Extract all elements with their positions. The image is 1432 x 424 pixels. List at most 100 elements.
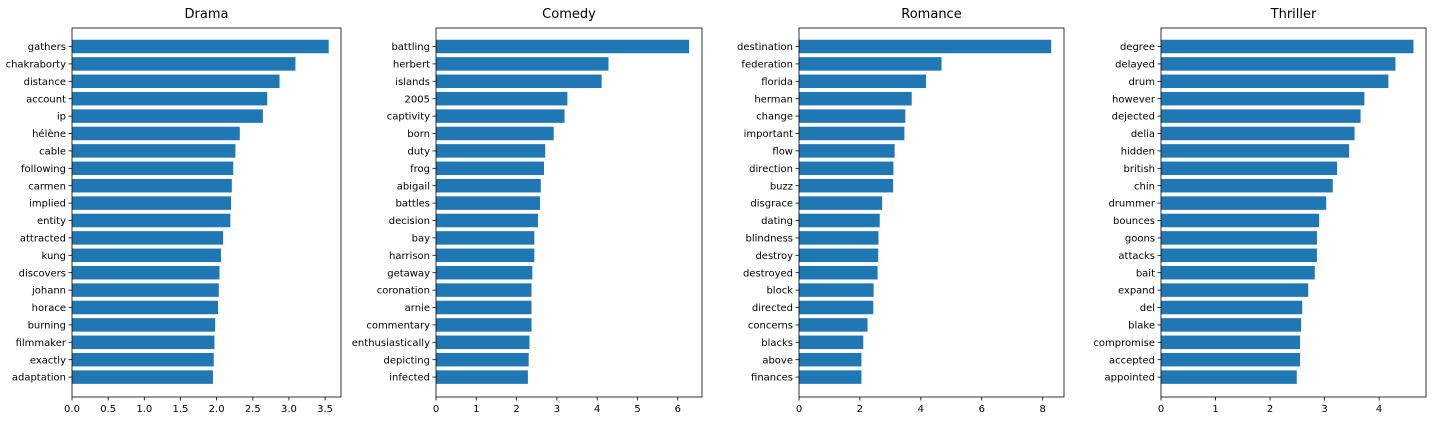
bar: [1161, 300, 1303, 315]
bar: [1161, 231, 1317, 245]
x-tick-label: 6: [675, 404, 681, 415]
y-tick-label: chin: [1134, 181, 1155, 192]
bar: [799, 109, 906, 123]
x-tick-label: 3: [554, 404, 560, 415]
x-tick-label: 3: [1321, 404, 1327, 415]
y-tick-label: attacks: [1118, 251, 1155, 262]
bar: [72, 196, 232, 210]
bar: [436, 335, 530, 350]
y-tick-label: filmmaker: [16, 338, 67, 349]
bar: [72, 265, 220, 280]
bar: [799, 39, 1052, 54]
bar: [436, 283, 532, 297]
y-tick-label: burning: [28, 321, 66, 332]
y-tick-label: appointed: [1105, 373, 1155, 384]
bar: [1161, 283, 1309, 297]
x-tick-label: 1.0: [136, 404, 152, 415]
y-tick-label: blacks: [761, 338, 793, 349]
x-tick-label: 0.0: [64, 404, 80, 415]
bar: [1161, 74, 1389, 89]
bar: [436, 57, 609, 71]
y-tick-label: exactly: [30, 355, 66, 366]
y-tick-label: islands: [395, 77, 430, 88]
y-tick-label: johann: [31, 286, 66, 297]
y-tick-label: delia: [1131, 129, 1155, 140]
y-tick-label: destination: [737, 42, 793, 53]
y-tick-label: drum: [1128, 77, 1155, 88]
bar: [1161, 265, 1315, 280]
chart-panel-thriller: Thriller degree delayed drum however dejected…: [1093, 7, 1427, 415]
bar: [1161, 91, 1365, 106]
bar: [436, 161, 545, 176]
y-tick-label: direction: [749, 164, 793, 175]
x-tick-label: 2.5: [245, 404, 261, 415]
y-tick-label: however: [1112, 94, 1156, 105]
y-tick-label: kung: [41, 251, 66, 262]
y-tick-label: entity: [37, 216, 66, 227]
y-tick-label: finances: [751, 373, 793, 384]
y-tick-label: duty: [407, 147, 430, 158]
y-tick-label: dating: [761, 216, 793, 227]
bar: [799, 265, 878, 280]
x-tick-label: 2: [1267, 404, 1273, 415]
y-tick-label: battling: [391, 42, 430, 53]
x-tick-label: 0: [796, 404, 802, 415]
y-tick-label: destroyed: [743, 268, 793, 279]
bar: [799, 196, 883, 210]
axes-frame: [1160, 27, 1427, 398]
bar: [436, 178, 541, 193]
bar: [1161, 248, 1317, 263]
bar: [436, 265, 533, 280]
chart-panel-romance: Romance destination federation florida herma…: [737, 7, 1065, 415]
bar: [1161, 196, 1327, 210]
bar: [72, 178, 232, 193]
y-tick-label: blake: [1128, 321, 1155, 332]
bar: [436, 144, 546, 158]
axes-frame: [798, 27, 1065, 398]
y-tick-label: enthusiastically: [352, 338, 430, 349]
y-tick-label: bay: [412, 234, 430, 245]
axes-frame: [435, 27, 703, 398]
chart-title: Comedy: [542, 7, 596, 22]
x-tick-label: 2.0: [209, 404, 225, 415]
x-tick-label: 6: [979, 404, 985, 415]
y-tick-label: account: [26, 94, 66, 105]
bar: [72, 213, 231, 228]
y-tick-label: distance: [24, 77, 66, 88]
x-tick-label: 1.5: [173, 404, 189, 415]
bar: [72, 335, 215, 350]
bar: [72, 144, 236, 158]
chart-title: Thriller: [1270, 7, 1317, 22]
y-tick-label: above: [762, 355, 793, 366]
bar: [72, 300, 219, 315]
y-tick-label: cable: [39, 147, 66, 158]
y-tick-label: getaway: [387, 268, 430, 279]
y-tick-label: destroy: [755, 251, 793, 262]
axes-frame: [71, 27, 342, 398]
y-tick-label: captivity: [387, 112, 430, 123]
bar: [799, 213, 880, 228]
y-tick-label: bait: [1136, 268, 1155, 279]
bar: [436, 231, 535, 245]
chart-title: Drama: [185, 7, 229, 22]
bar: [72, 370, 214, 384]
bar: [72, 74, 280, 89]
y-tick-label: expand: [1118, 286, 1155, 297]
y-tick-label: flow: [772, 147, 793, 158]
bar: [1161, 352, 1301, 367]
y-tick-label: blindness: [746, 234, 794, 245]
y-tick-label: attracted: [20, 234, 66, 245]
bar: [1161, 335, 1301, 350]
bar: [436, 352, 529, 367]
bar: [436, 300, 532, 315]
x-tick-label: 4: [918, 404, 924, 415]
bar: [1161, 161, 1338, 176]
bar: [1161, 109, 1361, 123]
bar: [72, 231, 224, 245]
bar: [72, 318, 216, 332]
bar: [1161, 213, 1320, 228]
y-tick-label: harrison: [389, 251, 430, 262]
bar: [436, 248, 535, 263]
bar: [799, 318, 868, 332]
bar: [1161, 39, 1414, 54]
